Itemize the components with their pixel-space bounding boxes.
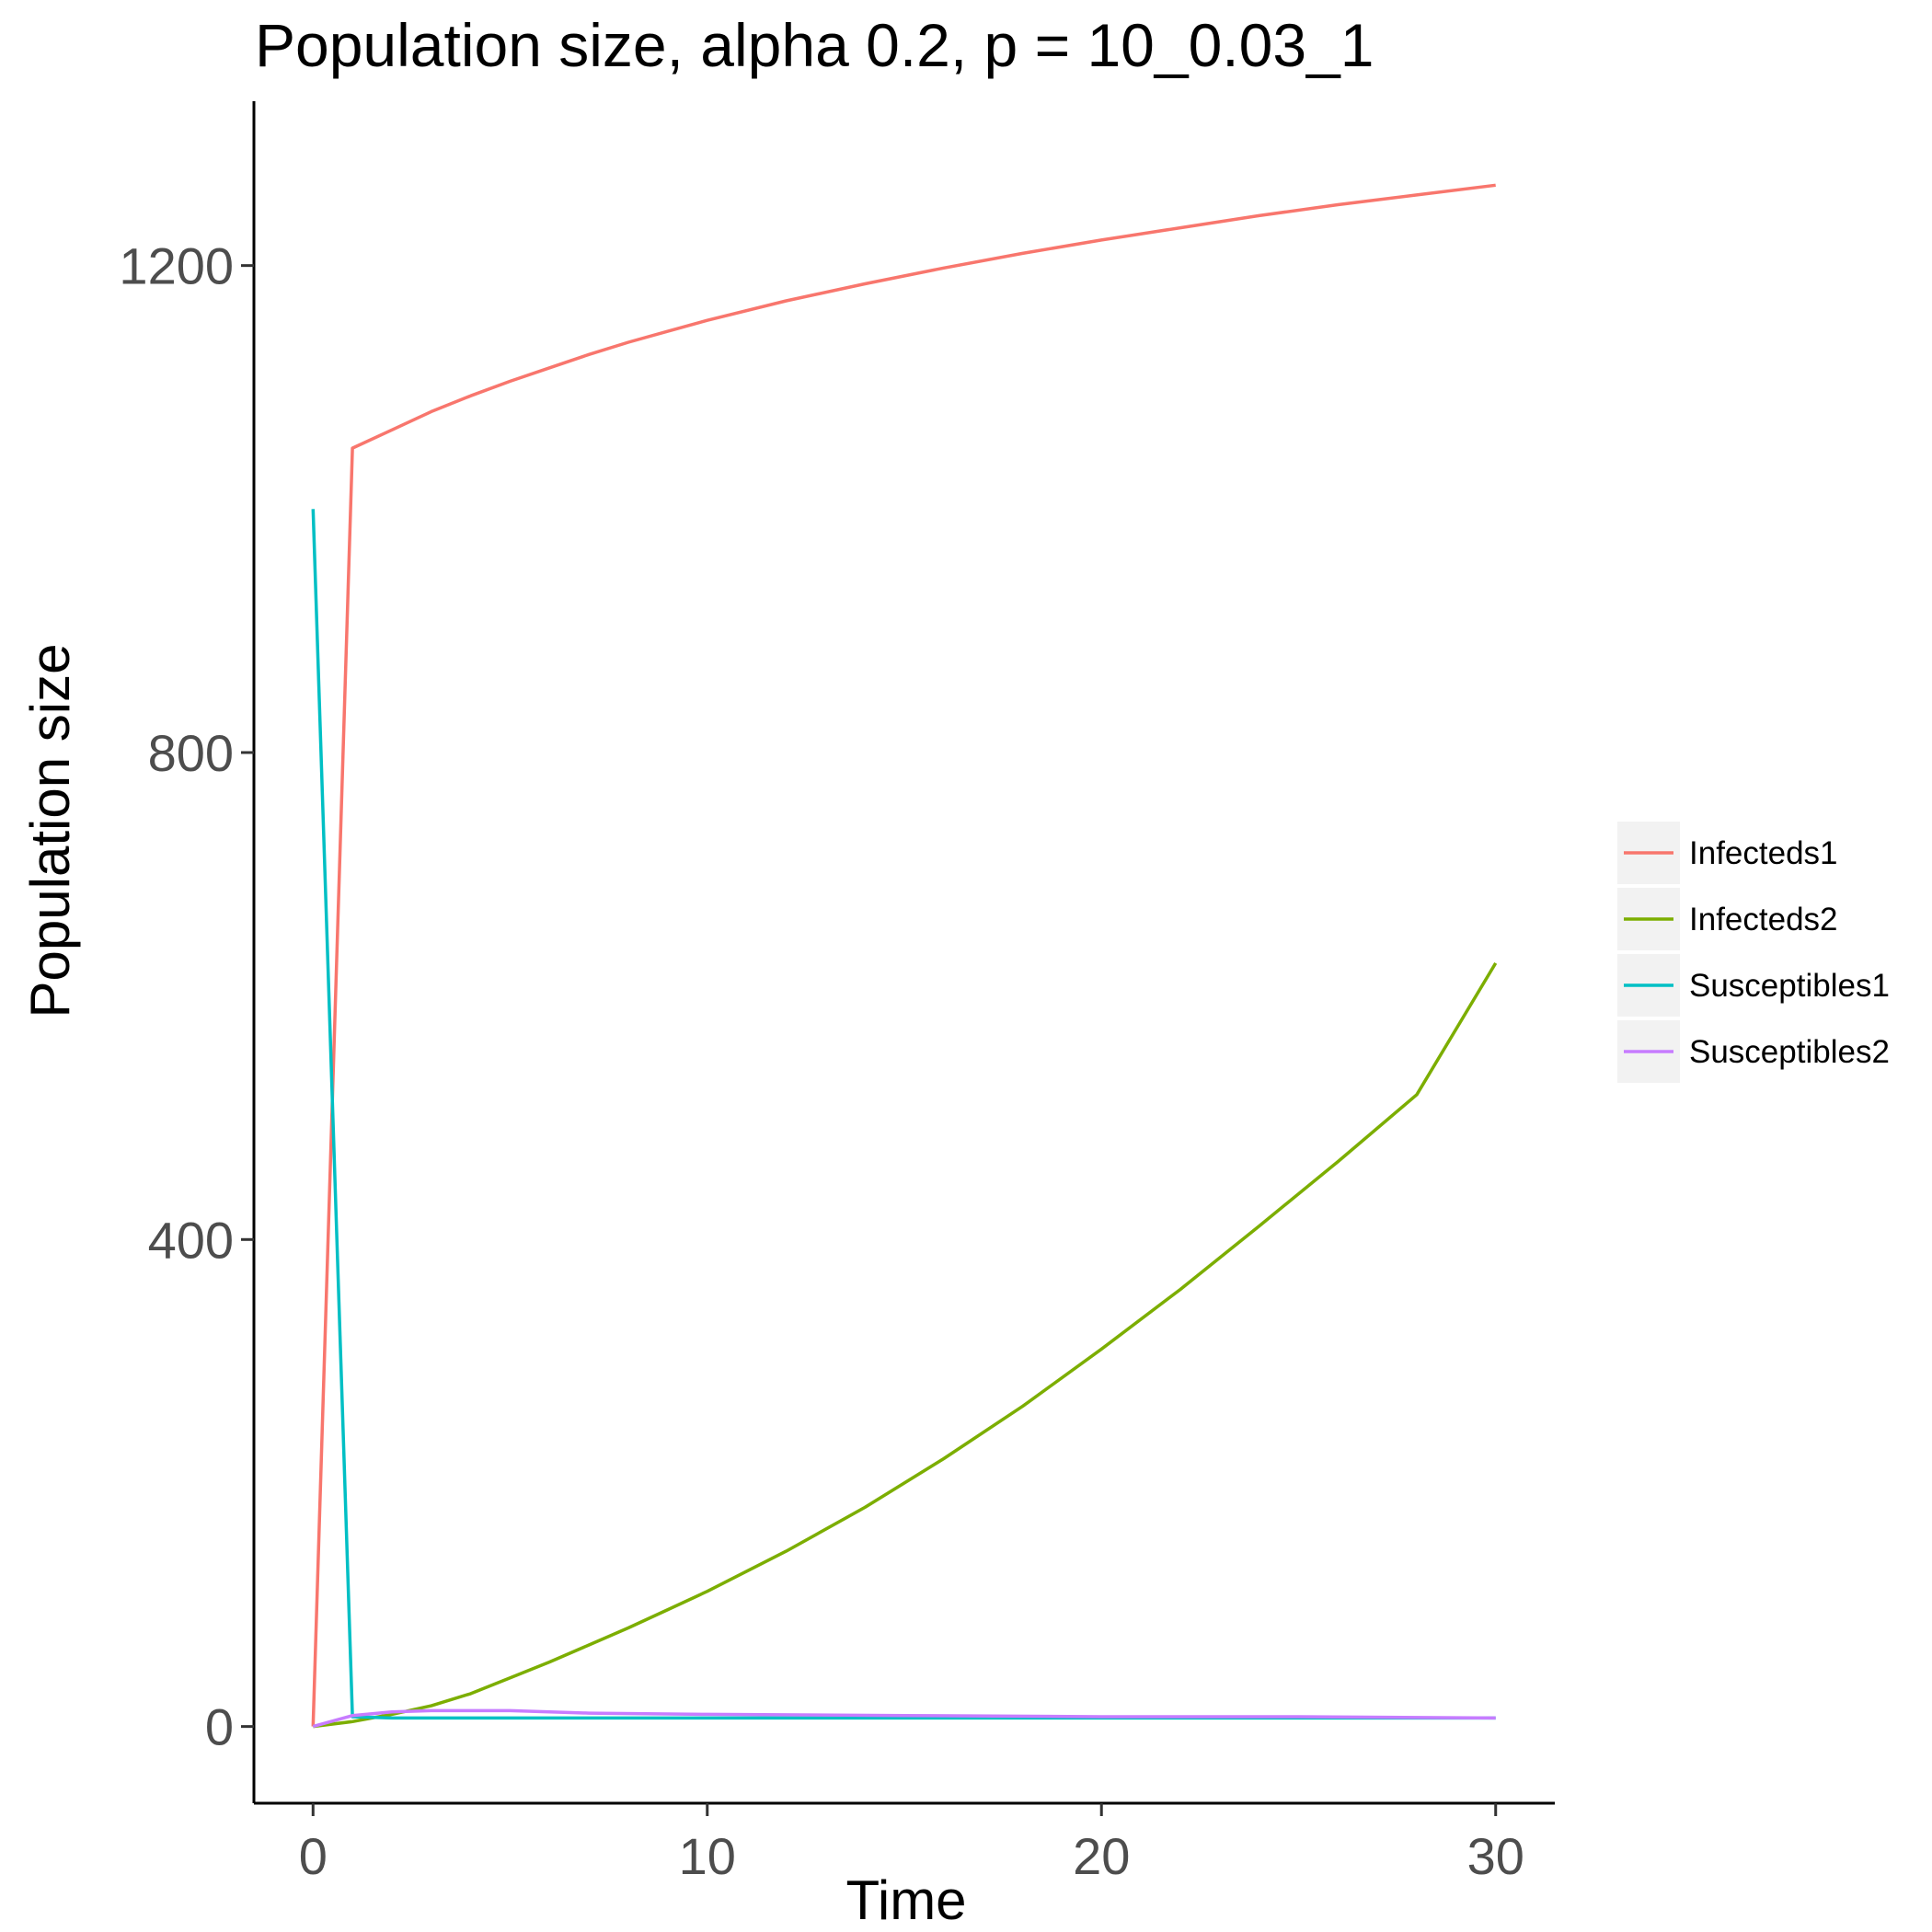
series-line-infecteds1: [311, 183, 1496, 1727]
chart-title: Population size, alpha 0.2, p = 10_0.03_…: [255, 11, 1374, 79]
y-tick-label: 400: [148, 1211, 234, 1269]
legend-item-infecteds1: Infecteds1: [1617, 822, 1838, 884]
y-axis-ticks: 0 400 800 1200: [119, 237, 254, 1756]
legend-label: Infecteds2: [1689, 902, 1838, 937]
y-axis-title: Population size: [19, 644, 81, 1018]
x-tick-label: 20: [1073, 1827, 1130, 1885]
series-lines: [311, 183, 1498, 1729]
series-line-susceptibles2: [312, 1708, 1496, 1729]
x-tick-label: 10: [679, 1827, 736, 1885]
x-tick-label: 30: [1467, 1827, 1524, 1885]
legend-item-susceptibles2: Susceptibles2: [1617, 1020, 1890, 1083]
legend-item-susceptibles1: Susceptibles1: [1617, 954, 1890, 1017]
x-tick-label: 0: [299, 1827, 328, 1885]
x-axis-ticks: 0 10 20 30: [299, 1803, 1524, 1885]
legend-item-infecteds2: Infecteds2: [1617, 888, 1838, 950]
legend-label: Susceptibles1: [1689, 968, 1890, 1004]
y-tick-label: 1200: [119, 237, 234, 295]
y-tick-label: 800: [148, 724, 234, 782]
plot-area: 0 10 20 30 0 400 800 1200: [119, 101, 1555, 1885]
series-line-susceptibles1: [311, 509, 1496, 1720]
series-line-infecteds2: [313, 961, 1498, 1729]
legend-label: Susceptibles2: [1689, 1034, 1890, 1070]
legend-label: Infecteds1: [1689, 835, 1838, 871]
legend: Infecteds1 Infecteds2 Susceptibles1 Suscept…: [1617, 822, 1890, 1083]
y-tick-label: 0: [205, 1698, 234, 1756]
x-axis-title: Time: [845, 1869, 966, 1931]
